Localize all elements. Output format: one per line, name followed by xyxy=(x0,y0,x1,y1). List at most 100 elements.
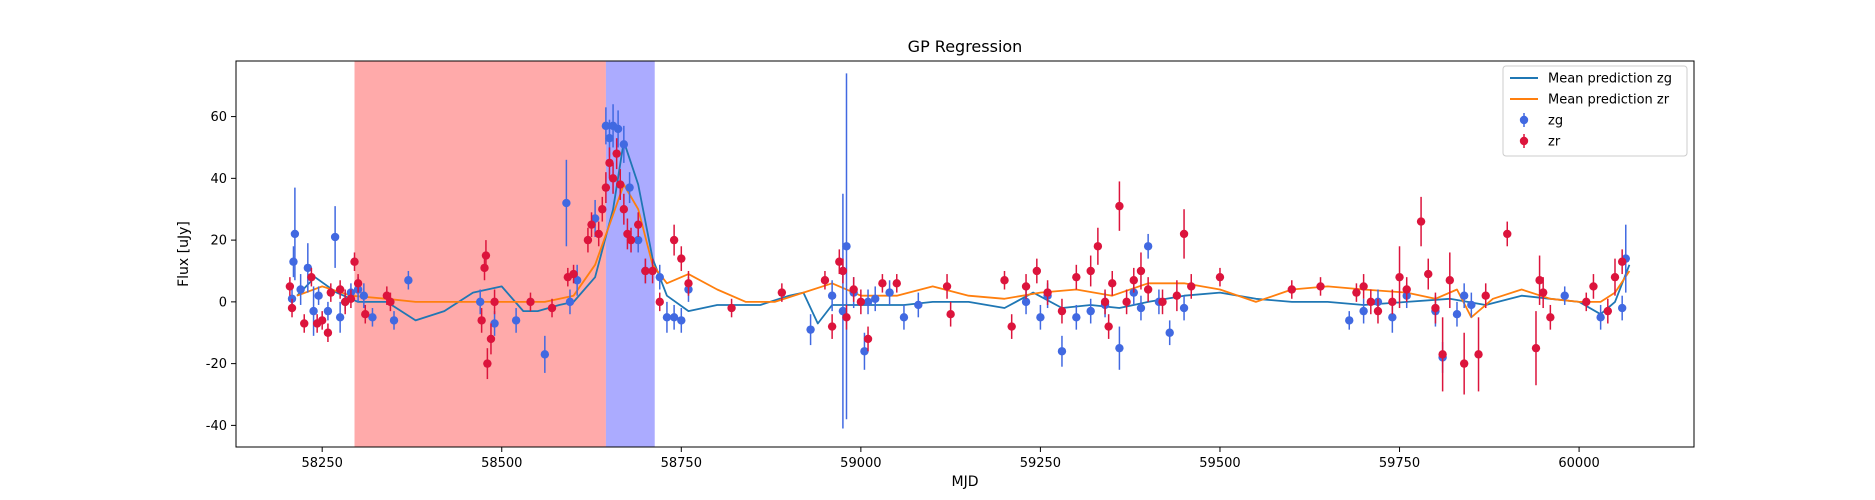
zr-point xyxy=(612,149,621,158)
zr-point xyxy=(878,279,887,288)
zr-point xyxy=(1431,303,1440,313)
zr-point xyxy=(1316,282,1325,291)
x-tick-label: 60000 xyxy=(1558,456,1599,471)
zg-point xyxy=(1115,343,1124,353)
zr-point xyxy=(323,328,333,337)
zr-point xyxy=(547,303,557,313)
zr-point xyxy=(1402,285,1411,294)
zr-point xyxy=(1416,217,1426,226)
zr-point xyxy=(1481,291,1490,300)
zg-point xyxy=(296,285,305,294)
zg-point xyxy=(1021,297,1031,307)
zr-point xyxy=(353,279,363,288)
zg-point xyxy=(885,288,894,297)
zr-point xyxy=(1187,282,1196,291)
zr-point xyxy=(1459,359,1469,368)
zg-point xyxy=(601,121,611,131)
zr-point xyxy=(285,282,295,291)
legend-label: zr xyxy=(1548,135,1561,150)
zr-point xyxy=(1007,322,1016,331)
zg-point xyxy=(565,297,575,307)
zr-point xyxy=(307,272,316,282)
zr-point xyxy=(1021,282,1031,291)
zr-point xyxy=(1057,306,1067,316)
zr-point xyxy=(820,276,830,285)
shaded-regions xyxy=(354,61,655,447)
zr-point xyxy=(335,285,345,294)
zr-point xyxy=(849,285,858,294)
zr-point xyxy=(655,297,664,307)
zr-point xyxy=(486,334,496,344)
x-tick-label: 58750 xyxy=(661,456,702,471)
zg-point xyxy=(1165,328,1174,337)
zr-point xyxy=(346,294,356,303)
zg-point xyxy=(1359,306,1368,316)
zr-point xyxy=(526,297,535,307)
zr-point xyxy=(1373,306,1383,316)
zr-point xyxy=(1093,242,1103,251)
y-tick-label: 20 xyxy=(210,234,227,249)
observation-points xyxy=(285,73,1630,429)
x-axis-label: MJD xyxy=(952,474,979,490)
zr-point xyxy=(1086,266,1095,276)
zg-point xyxy=(613,124,623,134)
zr-point xyxy=(669,235,679,245)
zr-point xyxy=(1438,350,1447,359)
zr-point xyxy=(1503,229,1512,239)
legend-label: Mean prediction zr xyxy=(1548,93,1670,108)
zr-point xyxy=(1043,288,1052,297)
zr-point xyxy=(1179,229,1189,239)
chart-title: GP Regression xyxy=(908,37,1023,56)
y-tick-label: 40 xyxy=(210,172,227,187)
zr-point xyxy=(1366,297,1375,307)
x-tick-label: 58500 xyxy=(481,456,522,471)
zg-point xyxy=(871,294,880,303)
zg-point xyxy=(335,313,345,322)
zr-point xyxy=(942,282,952,291)
zg-point xyxy=(1036,313,1045,322)
zr-point xyxy=(634,220,643,229)
zr-point xyxy=(386,297,395,307)
zg-point xyxy=(827,291,837,300)
x-tick-label: 59250 xyxy=(1020,456,1061,471)
zr-point xyxy=(1359,282,1368,291)
zr-point xyxy=(946,310,955,319)
zg-point xyxy=(838,306,848,316)
zr-point xyxy=(361,310,370,319)
zr-point xyxy=(382,291,392,300)
zr-point xyxy=(623,229,632,239)
zg-point xyxy=(359,291,369,300)
zg-point xyxy=(314,291,323,300)
zr-point xyxy=(1129,276,1138,285)
zg-point xyxy=(404,276,413,285)
zg-point xyxy=(1467,300,1476,310)
zg-point xyxy=(323,306,333,316)
zg-point xyxy=(475,297,485,307)
zr-point xyxy=(287,303,297,313)
zg-point xyxy=(860,347,869,356)
zg-point xyxy=(540,350,550,359)
zg-point xyxy=(669,313,679,322)
zr-point xyxy=(1531,343,1541,353)
legend-label: Mean prediction zg xyxy=(1548,72,1672,87)
zg-point xyxy=(290,229,300,239)
zr-point xyxy=(1000,276,1009,285)
zr-point xyxy=(569,269,578,279)
zg-point xyxy=(1560,291,1569,300)
zr-point xyxy=(1122,297,1131,307)
zg-point xyxy=(309,306,318,316)
zr-point xyxy=(838,266,848,276)
zr-point xyxy=(1535,276,1544,285)
y-tick-label: 0 xyxy=(219,295,227,310)
zg-point xyxy=(914,300,923,310)
zr-point xyxy=(300,319,309,328)
legend-label: zg xyxy=(1548,114,1563,129)
zg-point xyxy=(605,134,614,143)
zr-point xyxy=(587,220,596,229)
zr-point xyxy=(483,359,492,368)
zr-point xyxy=(1136,266,1146,276)
y-tick-label: -20 xyxy=(206,357,227,372)
zr-point xyxy=(1546,313,1555,322)
zr-point xyxy=(1589,282,1598,291)
zg-point xyxy=(562,198,571,208)
